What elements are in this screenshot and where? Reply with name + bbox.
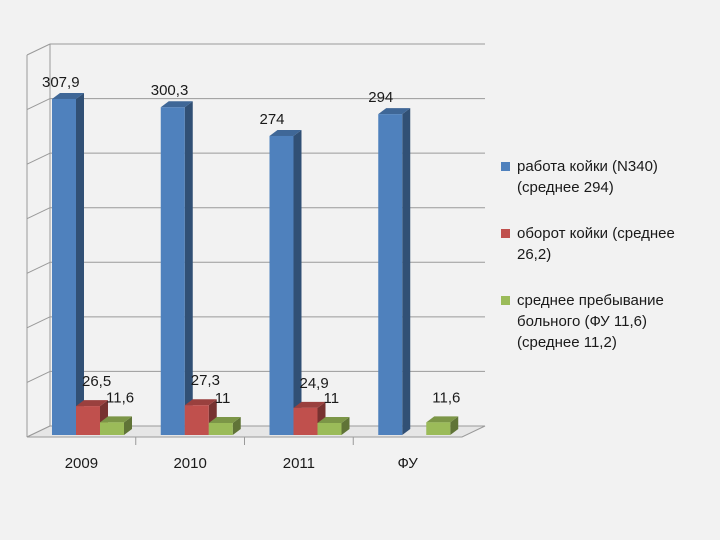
bar-top — [269, 129, 302, 136]
bar-top — [184, 399, 217, 406]
legend-item: работа койки (N340) (среднее 294) — [501, 156, 701, 198]
legend-label: оборот койки (среднее — [517, 225, 675, 242]
bar-top — [76, 400, 108, 407]
data-label: 11,6 — [432, 389, 460, 406]
category-label: ФУ — [397, 455, 418, 472]
legend: работа койки (N340) (среднее 294) оборот к… — [501, 156, 701, 378]
gridline-depth — [26, 152, 51, 165]
data-label: 11 — [324, 390, 340, 407]
legend-label: (среднее 11,2) — [517, 334, 617, 351]
bar — [317, 422, 342, 435]
bar-top — [293, 401, 326, 408]
bar — [293, 407, 318, 435]
bar-top — [160, 101, 193, 108]
gridline-depth — [26, 98, 51, 111]
legend-label: больного (ФУ 11,6) — [517, 313, 647, 330]
bar-top — [100, 416, 132, 423]
bar — [378, 114, 403, 436]
data-label: 300,3 — [151, 82, 189, 99]
bar-side — [124, 416, 132, 435]
bar-side — [293, 129, 302, 435]
category-label: 2011 — [283, 455, 315, 472]
data-label: 11,6 — [106, 389, 134, 406]
bar — [160, 107, 185, 435]
bar-top — [317, 416, 350, 423]
data-label: 294 — [368, 89, 393, 106]
data-label: 307,9 — [42, 74, 80, 91]
data-label: 27,3 — [191, 372, 220, 389]
data-label: 274 — [260, 111, 285, 128]
bar — [76, 406, 100, 435]
legend-swatch — [501, 296, 510, 305]
bar — [52, 98, 76, 435]
bar — [100, 422, 124, 435]
legend-swatch — [501, 162, 510, 171]
gridline-depth — [26, 207, 51, 220]
bar-side — [184, 101, 193, 435]
gridline-depth — [26, 316, 51, 329]
bar-side — [76, 92, 84, 435]
bar-top — [426, 416, 459, 423]
gridline-depth — [26, 43, 51, 56]
legend-label: среднее пребывание — [517, 292, 664, 309]
legend-label: (среднее 294) — [517, 179, 614, 196]
category-label: 2009 — [65, 455, 98, 472]
gridline-depth — [26, 261, 51, 274]
bar-top — [208, 416, 241, 423]
bar-side — [402, 108, 411, 436]
bar-side — [450, 416, 459, 435]
chart-floor — [26, 425, 486, 438]
bar-side — [232, 416, 241, 435]
data-label: 11 — [215, 390, 231, 407]
bar — [426, 422, 451, 435]
data-label: 24,9 — [300, 375, 329, 392]
bar — [269, 135, 294, 435]
bar — [208, 422, 233, 435]
category-label: 2010 — [173, 455, 206, 472]
legend-swatch — [501, 229, 510, 238]
data-label: 26,5 — [82, 373, 111, 390]
legend-label: работа койки (N340) — [517, 158, 658, 175]
legend-item: среднее пребывание больного (ФУ 11,6) (сре… — [501, 290, 701, 353]
bar-side — [341, 416, 350, 435]
bar-top — [378, 108, 411, 115]
bar — [184, 405, 209, 435]
legend-item: оборот койки (среднее 26,2) — [501, 223, 701, 265]
legend-label: 26,2) — [517, 246, 552, 263]
gridline-depth — [26, 370, 51, 383]
bar-top — [52, 92, 84, 99]
